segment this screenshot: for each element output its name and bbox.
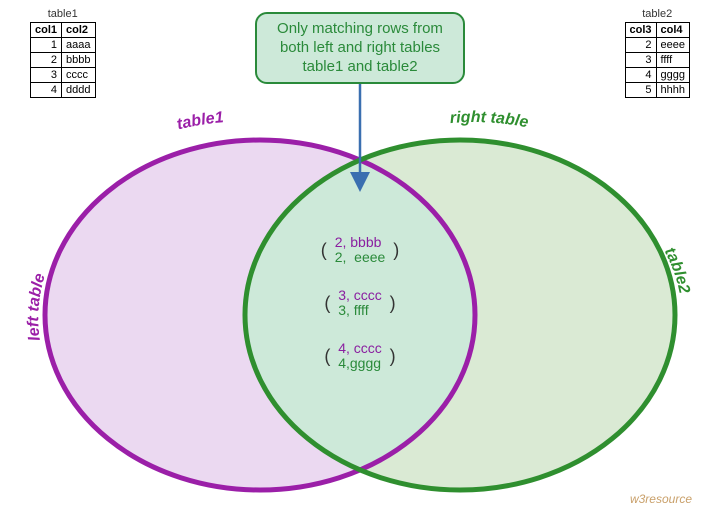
tuple-row: ( 4, cccc 4,gggg )	[321, 341, 399, 372]
table-row: 3cccc	[31, 68, 96, 83]
paren-close: )	[393, 240, 399, 260]
svg-text:table1: table1	[175, 109, 224, 133]
table1-wrap: table1 col1 col2 1aaaa 2bbbb 3cccc 4dddd	[30, 8, 96, 98]
paren-open: (	[324, 293, 330, 313]
paren-close: )	[390, 345, 396, 365]
table-row: 2eeee	[625, 38, 690, 53]
paren-close: )	[390, 293, 396, 313]
table-row: 2bbbb	[31, 53, 96, 68]
callout-box: Only matching rows from both left and ri…	[255, 12, 465, 84]
table1: col1 col2 1aaaa 2bbbb 3cccc 4dddd	[30, 22, 96, 98]
callout-arrow	[340, 82, 380, 192]
table-row: 4dddd	[31, 83, 96, 98]
table2-col4-header: col4	[656, 23, 689, 38]
svg-text:right table: right table	[449, 109, 530, 131]
table2-caption: table2	[625, 8, 691, 20]
table-row: 4gggg	[625, 68, 690, 83]
table-row: 5hhhh	[625, 83, 690, 98]
table1-caption: table1	[30, 8, 96, 20]
callout-text: Only matching rows from both left and ri…	[277, 20, 443, 75]
table2-col3-header: col3	[625, 23, 656, 38]
table2: col3 col4 2eeee 3ffff 4gggg 5hhhh	[625, 22, 691, 98]
watermark: w3resource	[630, 492, 692, 506]
paren-open: (	[324, 345, 330, 365]
table-row: 3ffff	[625, 53, 690, 68]
table-row: 1aaaa	[31, 38, 96, 53]
table2-wrap: table2 col3 col4 2eeee 3ffff 4gggg 5hhhh	[625, 8, 691, 98]
matching-tuples: ( 2, bbbb 2, eeee ) ( 3, cccc 3, ffff ) …	[321, 235, 399, 393]
tuple-row: ( 3, cccc 3, ffff )	[321, 288, 399, 319]
table1-col2-header: col2	[62, 23, 95, 38]
table1-col1-header: col1	[31, 23, 62, 38]
venn-right-top-label: right table	[449, 109, 530, 131]
diagram-container: table1 col1 col2 1aaaa 2bbbb 3cccc 4dddd…	[0, 0, 720, 524]
paren-open: (	[321, 240, 327, 260]
tuple-row: ( 2, bbbb 2, eeee )	[321, 235, 399, 266]
venn-left-top-label: table1	[175, 109, 224, 133]
